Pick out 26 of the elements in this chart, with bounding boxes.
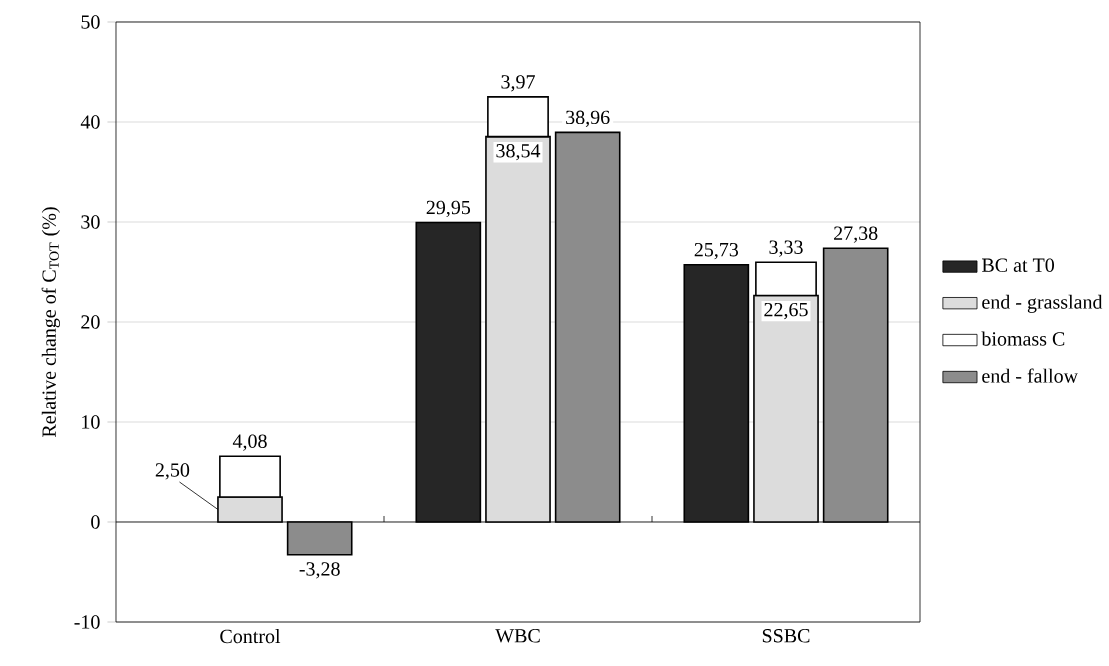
data-label: 27,38: [834, 226, 878, 243]
y-tick-label: 0: [91, 515, 100, 529]
data-label: 22,65: [764, 302, 808, 320]
data-label: 38,96: [566, 110, 610, 127]
legend-label: end - fallow: [982, 368, 1078, 383]
data-label: 4,08: [232, 434, 267, 451]
x-tick-label: SSBC: [762, 629, 810, 643]
y-tick-label: 10: [82, 415, 100, 429]
data-label: 2,50: [155, 463, 190, 480]
data-label: 38,54: [496, 144, 541, 161]
legend-label: BC at T0: [981, 258, 1055, 272]
x-tick-label: Control: [220, 629, 281, 644]
data-label: 3,97: [501, 75, 535, 92]
y-tick-label: 20: [81, 315, 100, 329]
y-tick-label: 50: [81, 15, 100, 29]
data-label: 3,33: [769, 240, 803, 257]
y-tick-label: 30: [81, 215, 100, 229]
legend-label: end - grassland: [982, 294, 1103, 313]
x-tick-label: WBC: [495, 629, 540, 643]
data-label: -3,28: [299, 562, 340, 579]
y-tick-label: -10: [74, 615, 100, 629]
data-label: 25,73: [694, 242, 739, 260]
data-label: 29,95: [426, 200, 471, 218]
y-axis-title: Relative change of C$_{TOT}$ (%): [41, 207, 61, 438]
y-tick-label: 40: [80, 115, 100, 129]
legend-label: biomass C: [981, 331, 1065, 346]
